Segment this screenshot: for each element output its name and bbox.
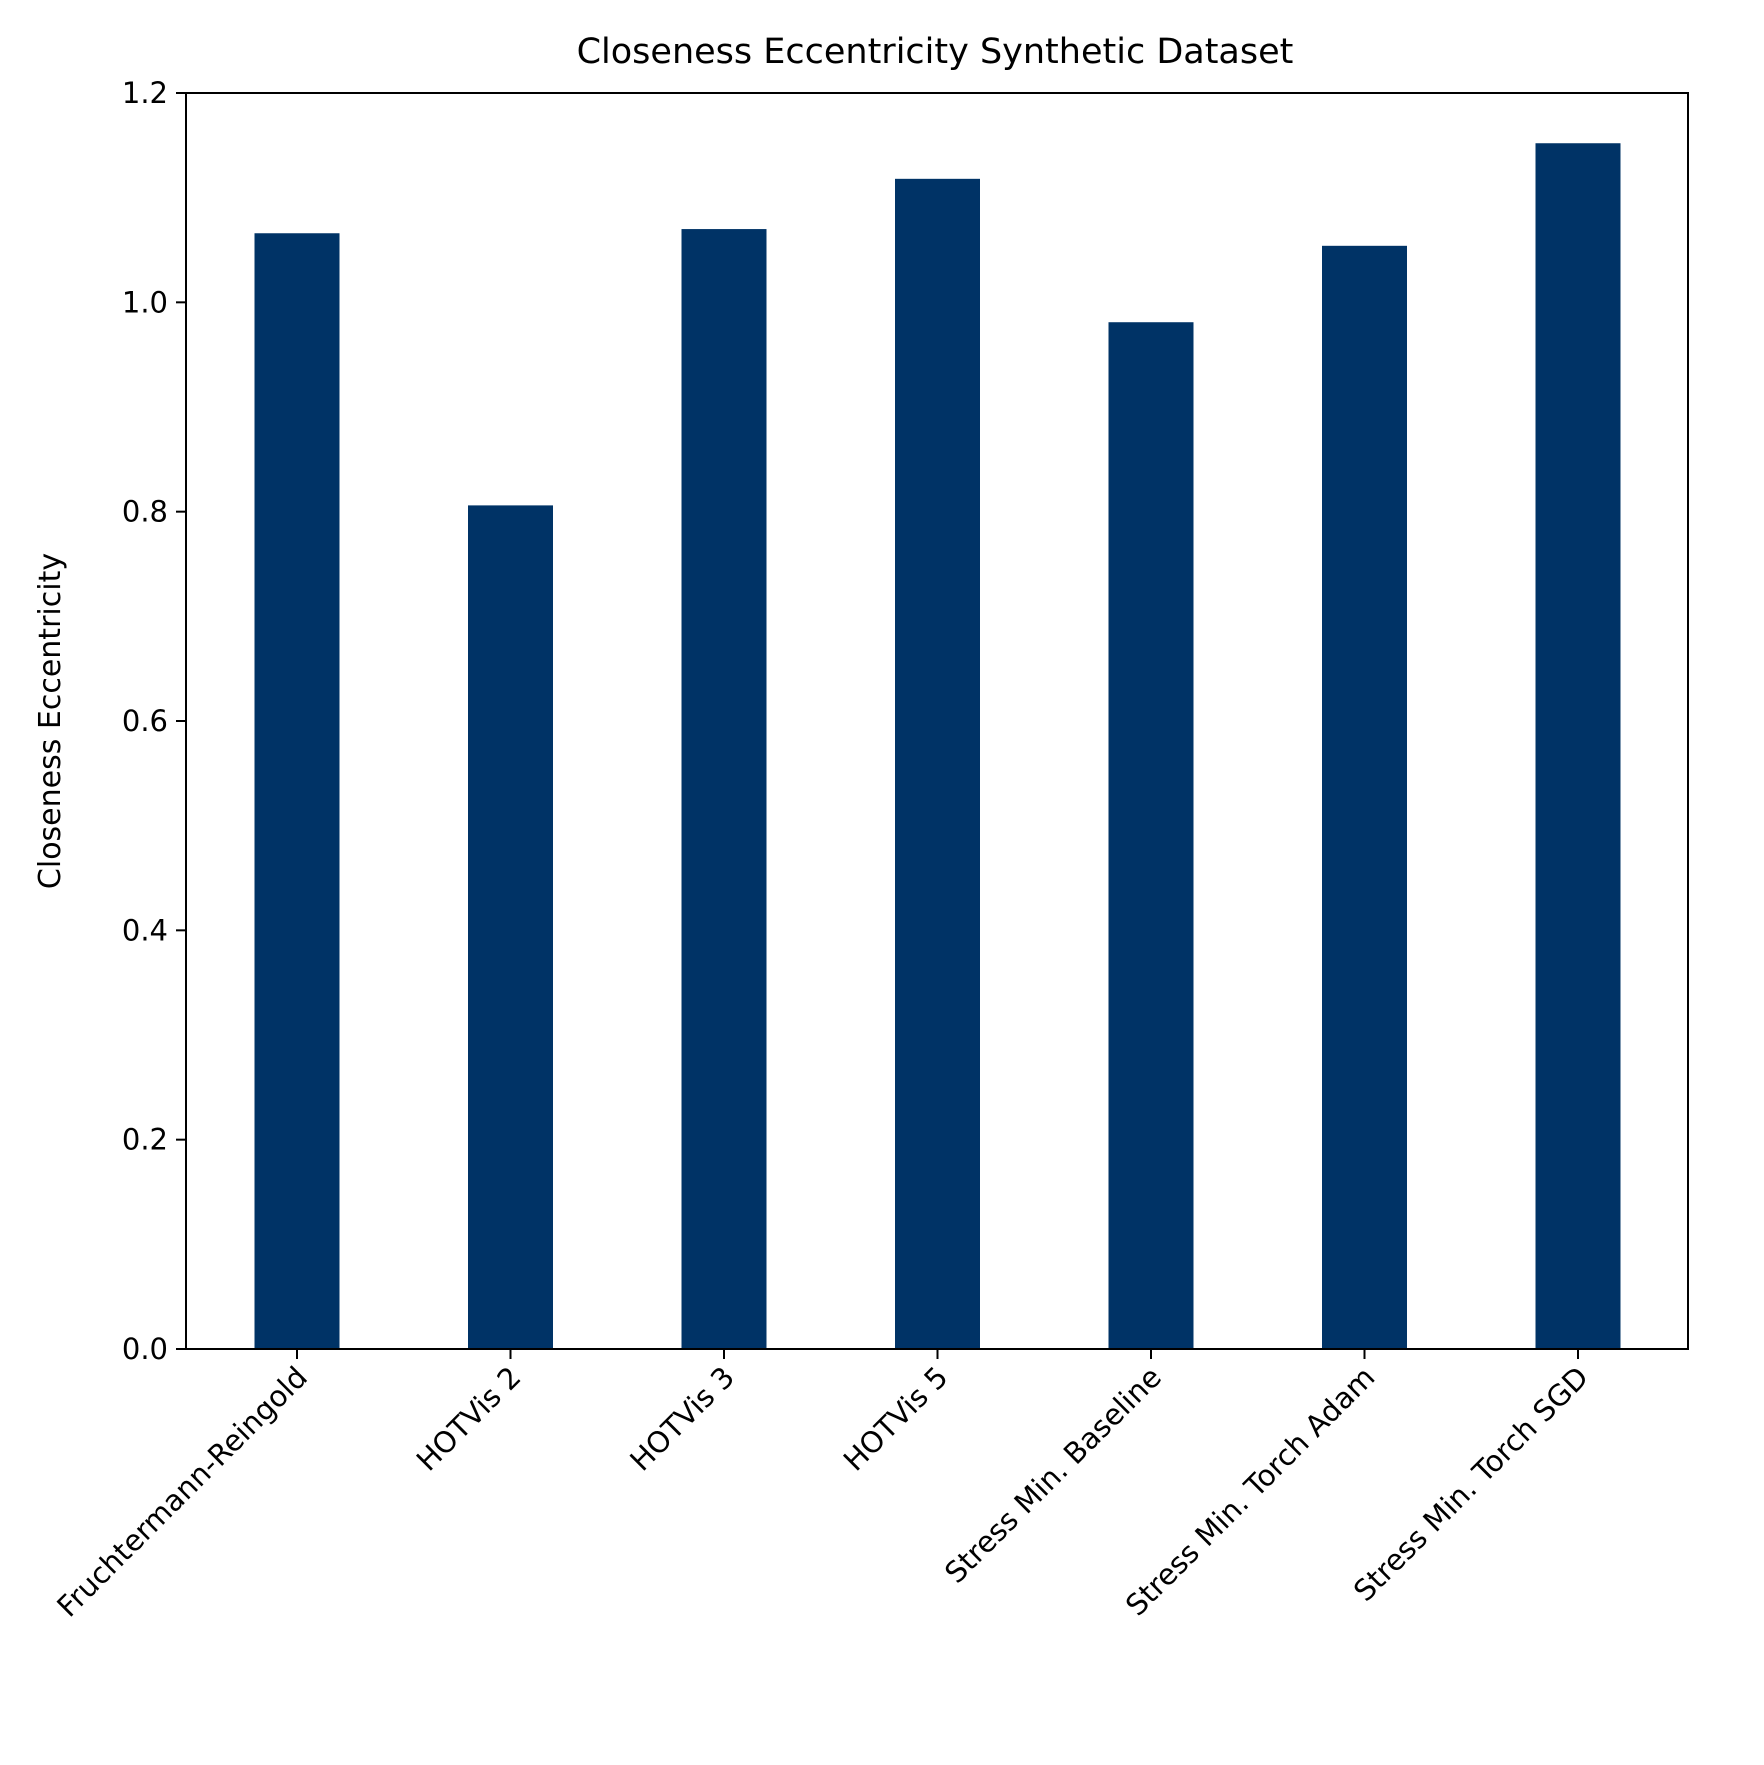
y-tick-label: 1.2 bbox=[122, 76, 168, 110]
bar-6 bbox=[1322, 245, 1407, 1349]
x-tick-label: Stress Min. Baseline bbox=[938, 1360, 1168, 1590]
y-tick-label: 0.8 bbox=[122, 495, 168, 529]
y-axis-label: Closeness Eccentricity bbox=[33, 553, 68, 889]
x-tick-label: Stress Min. Torch Adam bbox=[1119, 1360, 1382, 1623]
y-tick-label: 0.4 bbox=[122, 913, 168, 947]
bar-4 bbox=[895, 178, 980, 1349]
x-tick-label: Fruchtermann-Reingold bbox=[50, 1360, 314, 1624]
y-tick-label: 0.6 bbox=[122, 704, 168, 738]
plot-frame bbox=[185, 92, 1689, 1350]
x-tick-label: HOTVis 2 bbox=[410, 1360, 528, 1478]
x-tick-label: Stress Min. Torch SGD bbox=[1347, 1360, 1595, 1608]
bars-group bbox=[254, 143, 1621, 1350]
bar-1 bbox=[254, 233, 340, 1350]
bar-7 bbox=[1535, 143, 1621, 1350]
x-axis-ticks: Fruchtermann-Reingold HOTVis 2 HOTVis 3 HOT… bbox=[50, 1349, 1595, 1624]
bar-5 bbox=[1108, 322, 1194, 1350]
y-tick-label: 0.0 bbox=[122, 1332, 168, 1366]
y-tick-label: 0.2 bbox=[122, 1123, 168, 1157]
x-tick-label: HOTVis 5 bbox=[837, 1360, 955, 1478]
x-tick-label: HOTVis 3 bbox=[623, 1360, 741, 1478]
y-axis-ticks: 0.0 0.2 0.4 0.6 0.8 1.0 1.2 bbox=[122, 76, 186, 1366]
chart-title: Closeness Eccentricity Synthetic Dataset bbox=[577, 32, 1294, 72]
bar-3 bbox=[681, 229, 767, 1350]
y-tick-label: 1.0 bbox=[122, 285, 168, 319]
bar-2 bbox=[468, 505, 553, 1349]
